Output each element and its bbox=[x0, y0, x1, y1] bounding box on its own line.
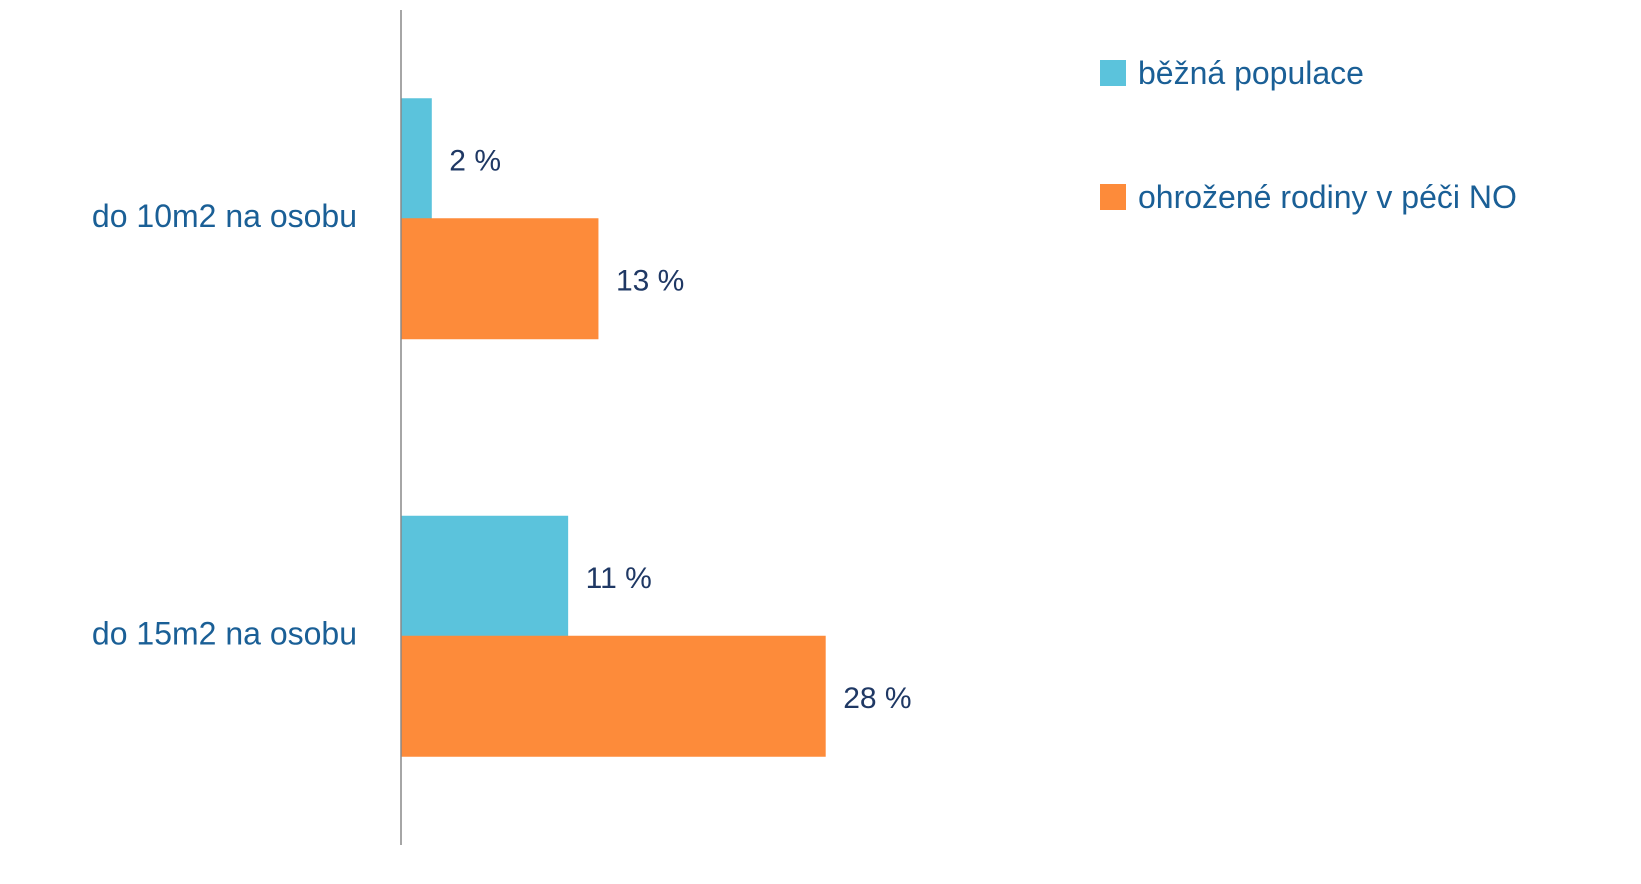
y-tick-label: do 10m2 na osobu bbox=[92, 198, 357, 234]
bar bbox=[400, 218, 599, 340]
bar bbox=[400, 635, 826, 757]
data-label: 11 % bbox=[586, 562, 652, 595]
data-label: 2 % bbox=[449, 145, 501, 178]
legend-swatch bbox=[1100, 60, 1126, 86]
data-label: 28 % bbox=[843, 682, 911, 715]
legend-label: ohrožené rodiny v péči NO bbox=[1138, 179, 1517, 215]
bar bbox=[400, 515, 569, 637]
legend-item: ohrožené rodiny v péči NO bbox=[1100, 170, 1570, 225]
y-tick-label: do 15m2 na osobu bbox=[92, 616, 357, 652]
legend-swatch bbox=[1100, 184, 1126, 210]
data-label: 13 % bbox=[616, 265, 684, 298]
legend-item: běžná populace bbox=[1100, 46, 1570, 101]
bar bbox=[400, 98, 432, 220]
legend-label: běžná populace bbox=[1138, 55, 1364, 91]
